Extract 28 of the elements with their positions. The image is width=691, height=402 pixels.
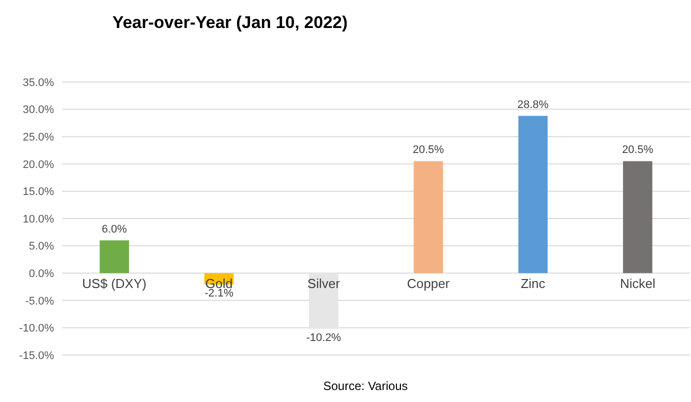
y-tick-label: 30.0% (22, 104, 54, 116)
bar (414, 161, 443, 274)
y-tick-label: -15.0% (19, 350, 54, 362)
x-tick-label: US$ (DXY) (82, 276, 146, 292)
y-tick-label: 0.0% (28, 268, 54, 280)
y-tick-label: 10.0% (22, 213, 54, 226)
x-tick-label: Copper (407, 276, 450, 292)
bar (623, 161, 652, 274)
bar (100, 240, 129, 274)
x-tick-label: Nickel (620, 276, 656, 292)
bar (309, 273, 338, 329)
data-label: 6.0% (102, 223, 128, 236)
source-note: Source: Various (323, 379, 408, 393)
y-tick-label: 20.0% (22, 158, 54, 171)
y-tick-label: -10.0% (19, 322, 54, 335)
y-tick-label: -5.0% (25, 295, 54, 308)
data-label: 20.5% (622, 144, 654, 156)
data-label: 28.8% (517, 98, 549, 111)
data-label: -10.2% (306, 332, 342, 344)
chart-title: Year-over-Year (Jan 10, 2022) (112, 13, 348, 32)
x-tick-label: Silver (307, 276, 341, 292)
x-tick-label: Zinc (520, 276, 546, 292)
y-tick-label: 25.0% (22, 131, 54, 144)
data-label: 20.5% (412, 144, 444, 156)
y-tick-label: 35.0% (22, 76, 54, 89)
bar (518, 116, 548, 274)
y-tick-label: 5.0% (28, 240, 54, 253)
y-tick-label: 15.0% (22, 186, 54, 198)
